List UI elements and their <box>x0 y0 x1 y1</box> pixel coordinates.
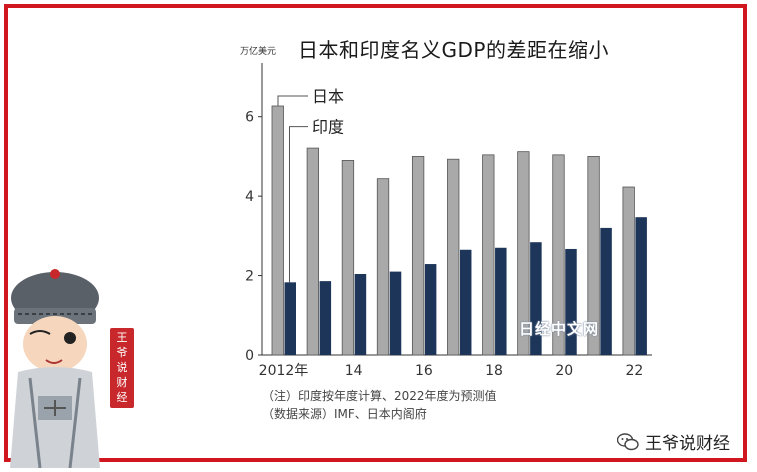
brand-name: 王爷说财经 <box>645 434 730 454</box>
bar-india <box>424 264 437 355</box>
x-tick-label: 22 <box>625 363 643 379</box>
mascot-illustration <box>10 269 100 468</box>
legend-india-label: 印度 <box>312 118 344 137</box>
bar-india <box>459 249 472 355</box>
bar-india <box>495 247 507 355</box>
bar-japan <box>587 156 600 356</box>
y-tick-label: 0 <box>245 348 254 364</box>
bar-india <box>389 271 402 355</box>
y-tick-label: 2 <box>245 269 254 285</box>
y-tick-label: 4 <box>245 189 254 205</box>
bar-japan <box>411 156 425 356</box>
x-tick-label: 16 <box>415 363 433 379</box>
bar-india <box>565 248 577 355</box>
x-tick-label: 18 <box>485 363 503 379</box>
bar-india <box>635 217 647 355</box>
note-line-2: （数据来源）IMF、日本内阁府 <box>262 407 427 421</box>
legend-japan-leader <box>277 95 308 106</box>
y-axis-unit: 万亿美元 <box>240 47 277 57</box>
bar-india <box>284 282 296 355</box>
bar-india <box>319 281 332 355</box>
mascot-seal: 王 爷 说 财 经 <box>110 328 134 408</box>
y-tick-label: 6 <box>245 110 254 126</box>
x-tick-label: 20 <box>555 363 573 379</box>
bar-japan <box>376 178 390 356</box>
bar-india <box>600 227 612 355</box>
bar-japan <box>447 158 460 356</box>
bar-japan <box>271 105 284 356</box>
bar-japan <box>552 154 565 356</box>
bar-japan <box>306 147 319 356</box>
watermark: 日经中文网 <box>519 320 600 338</box>
bar-india <box>530 242 542 355</box>
chart-title: 日本和印度名义GDP的差距在缩小 <box>298 38 609 62</box>
wechat-icon <box>617 432 639 450</box>
bar-japan <box>517 151 530 356</box>
legend-japan-label: 日本 <box>312 87 344 106</box>
note-line-1: （注）印度按年度计算、2022年度为预测值 <box>262 389 497 403</box>
bar-japan <box>482 154 495 356</box>
legend-india-leader <box>289 126 308 283</box>
x-tick-label: 14 <box>345 363 363 379</box>
bar-india <box>354 273 367 355</box>
x-tick-label: 2012年 <box>259 363 309 379</box>
brand-label: 王爷说财经 <box>617 429 730 454</box>
bar-japan <box>341 159 355 356</box>
bar-japan <box>622 186 635 356</box>
